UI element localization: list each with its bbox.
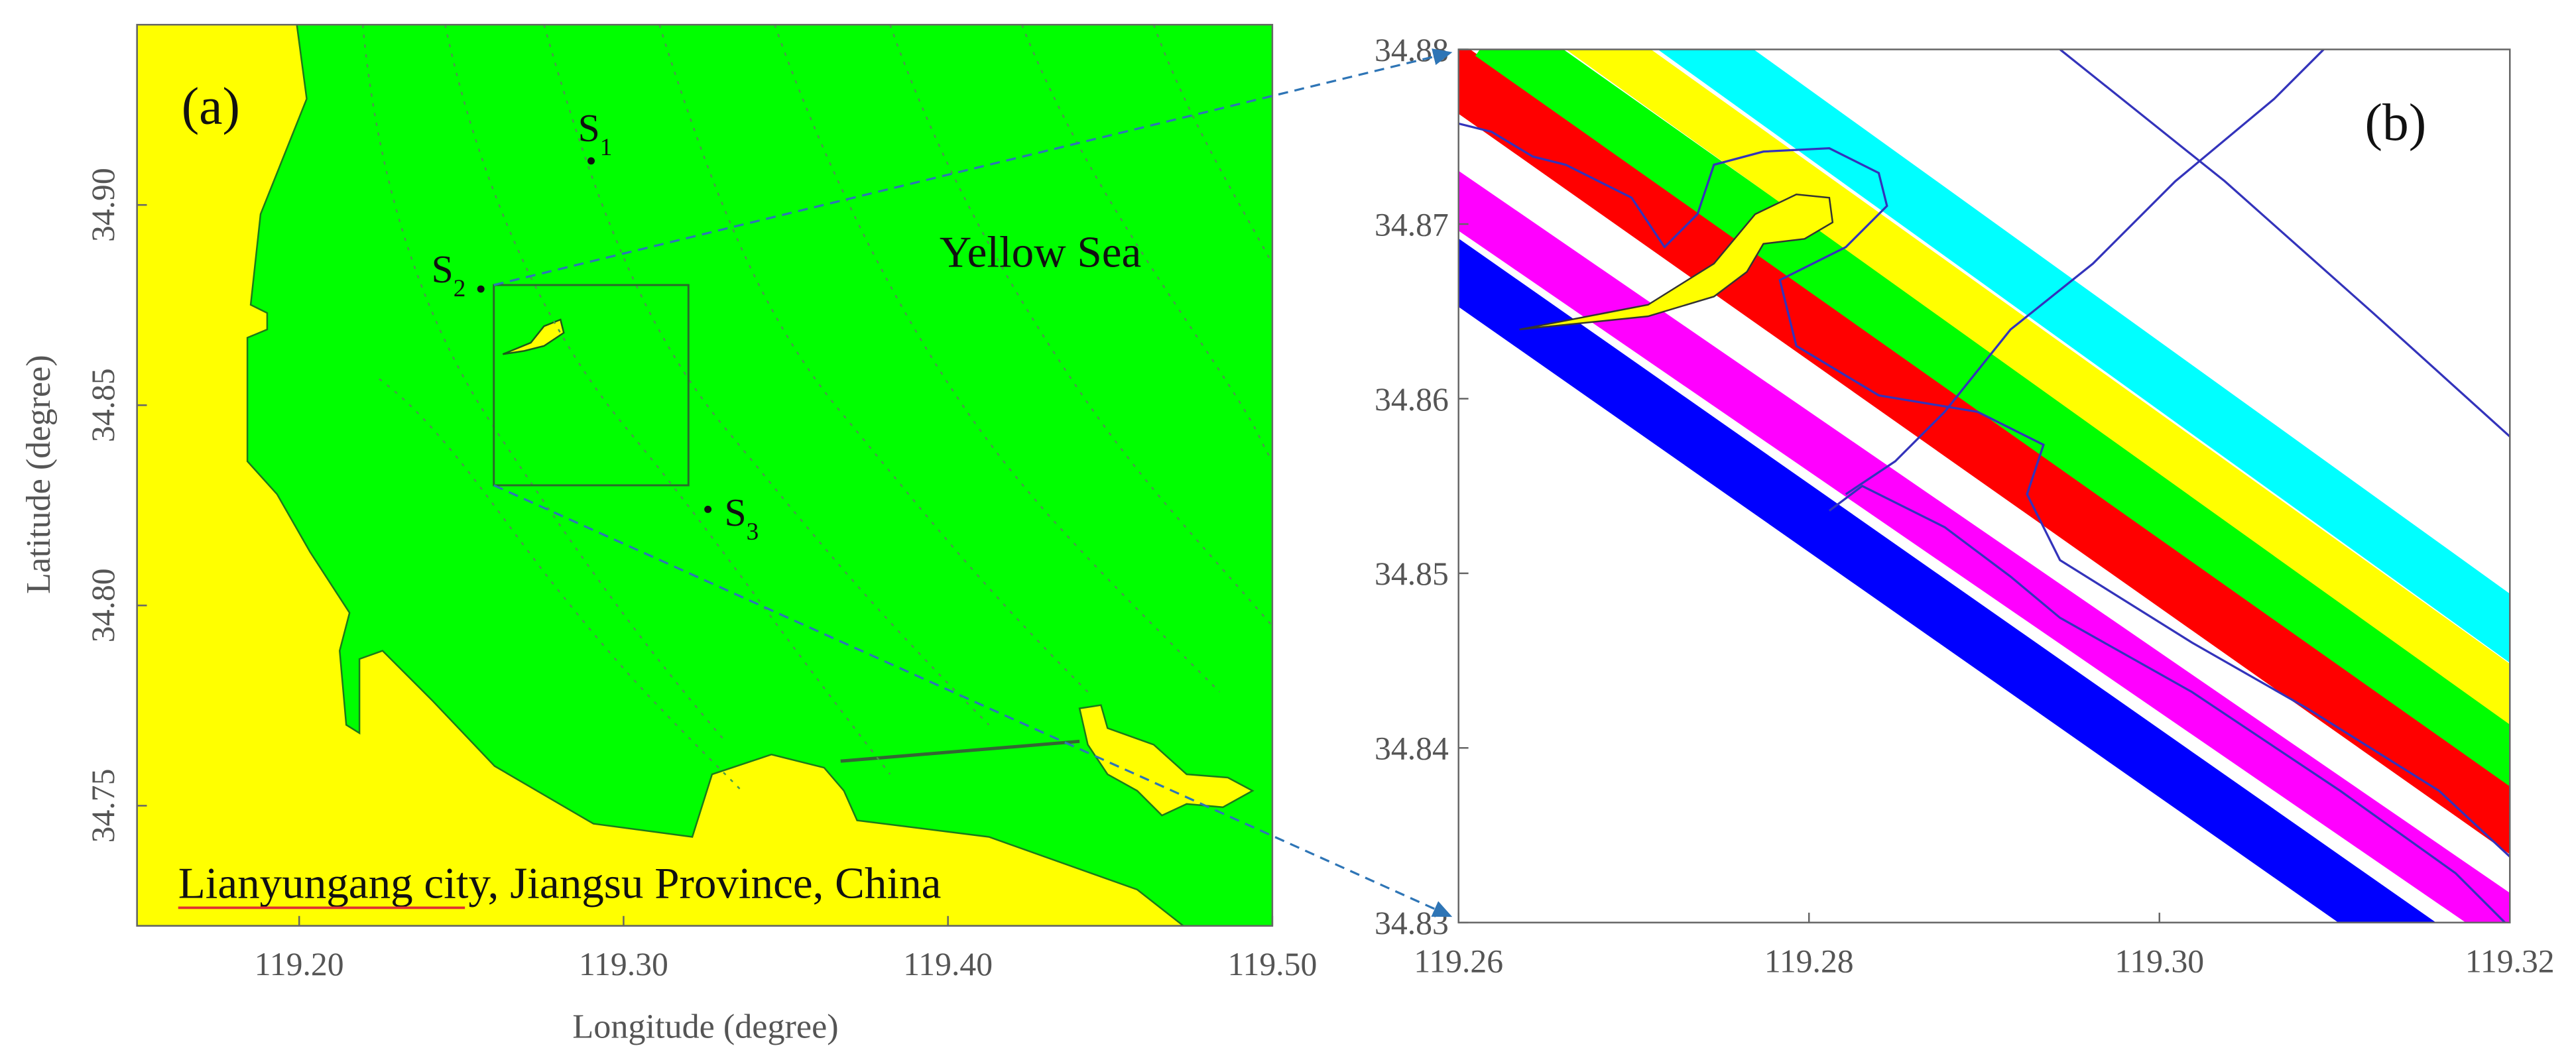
y-axis-label: Latitude (degree): [20, 355, 58, 594]
y-tick-label: 34.87: [1375, 206, 1449, 243]
place-label: Lianyungang city, Jiangsu Province, Chin…: [178, 858, 942, 908]
frame-a: [136, 24, 1274, 927]
sea-label: Yellow Sea: [940, 227, 1141, 277]
panel-label: (b): [2365, 93, 2427, 152]
x-tick-label: 119.32: [2465, 943, 2555, 979]
station-label: S3: [724, 491, 759, 546]
band: [1475, 49, 2510, 787]
map-b: [1458, 49, 2510, 923]
frame-b: [1457, 48, 2511, 923]
station-name: S: [578, 106, 600, 150]
land: [137, 25, 1185, 926]
causeway: [840, 739, 1080, 763]
station-sub: 3: [747, 518, 759, 546]
x-tick-label: 119.40: [903, 946, 993, 982]
band: [1458, 238, 2436, 923]
y-tick-label: 34.85: [1375, 556, 1449, 592]
y-tick-label: 34.85: [85, 368, 121, 442]
x-tick-label: 119.26: [1414, 943, 1503, 979]
x-tick-label: 119.20: [255, 946, 344, 982]
y-tick-label: 34.83: [1375, 905, 1449, 941]
map-a: [137, 25, 1272, 926]
x-tick-label: 119.30: [579, 946, 668, 982]
island-b: [1519, 193, 1834, 331]
x-tick-label: 119.28: [1764, 943, 1854, 979]
station: [704, 505, 712, 513]
band: [1565, 49, 2510, 725]
panel-a: (a) Yellow Sea Lianyungang city, Jiangsu…: [20, 24, 1317, 1046]
panel-b: (b) 119.26 119.28 119.30 119.32 34.83 34.84 34…: [1375, 32, 2555, 979]
x-tick-label: 119.30: [2115, 943, 2204, 979]
station-sub: 1: [600, 133, 613, 160]
y-tick-label: 34.86: [1375, 381, 1449, 418]
station: [587, 157, 595, 165]
station-label: S2: [432, 247, 466, 302]
band: [1658, 49, 2510, 663]
station-name: S: [724, 491, 746, 534]
connector: [493, 484, 1453, 917]
island: [1078, 704, 1255, 817]
x-tick-label: 119.50: [1227, 946, 1317, 982]
depth-lines: [1458, 49, 2510, 923]
y-tick-label: 34.80: [85, 568, 121, 642]
panel-label: (a): [182, 77, 240, 135]
station-name: S: [432, 247, 454, 291]
x-axis-label: Longitude (degree): [572, 1008, 838, 1046]
station-sub: 2: [454, 275, 466, 302]
contours: [361, 25, 1272, 792]
y-tick-label: 34.84: [1375, 731, 1449, 767]
y-tick-label: 34.90: [85, 168, 121, 242]
zoom-box: [493, 284, 690, 487]
station: [477, 285, 485, 293]
station-label: S1: [578, 106, 613, 161]
y-tick-label: 34.75: [85, 769, 121, 843]
small-island: [502, 318, 565, 355]
